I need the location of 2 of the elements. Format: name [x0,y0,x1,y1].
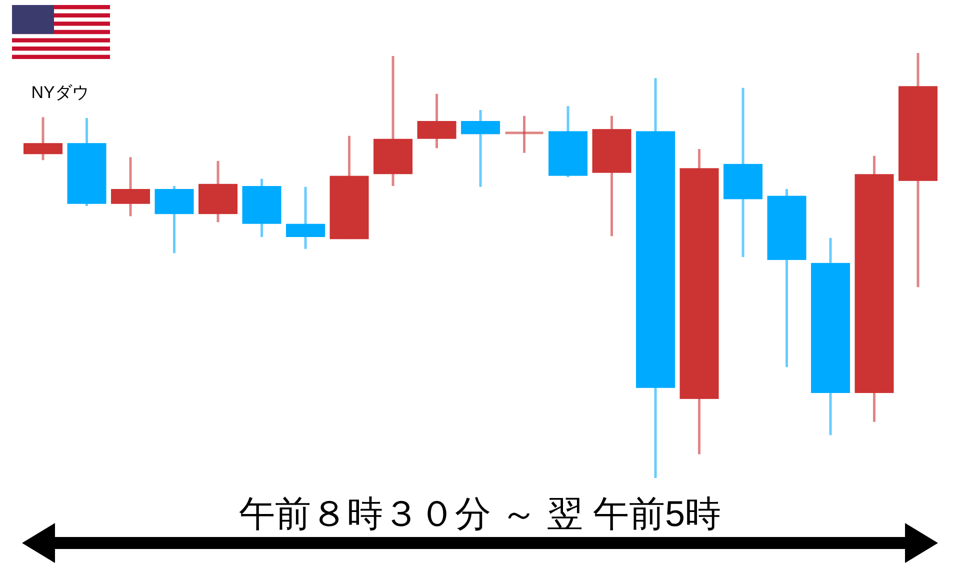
text: NYダウ [31,83,89,102]
x-axis-title: 午前８時３０分 ～ 翌 午前5時 [238,493,722,534]
